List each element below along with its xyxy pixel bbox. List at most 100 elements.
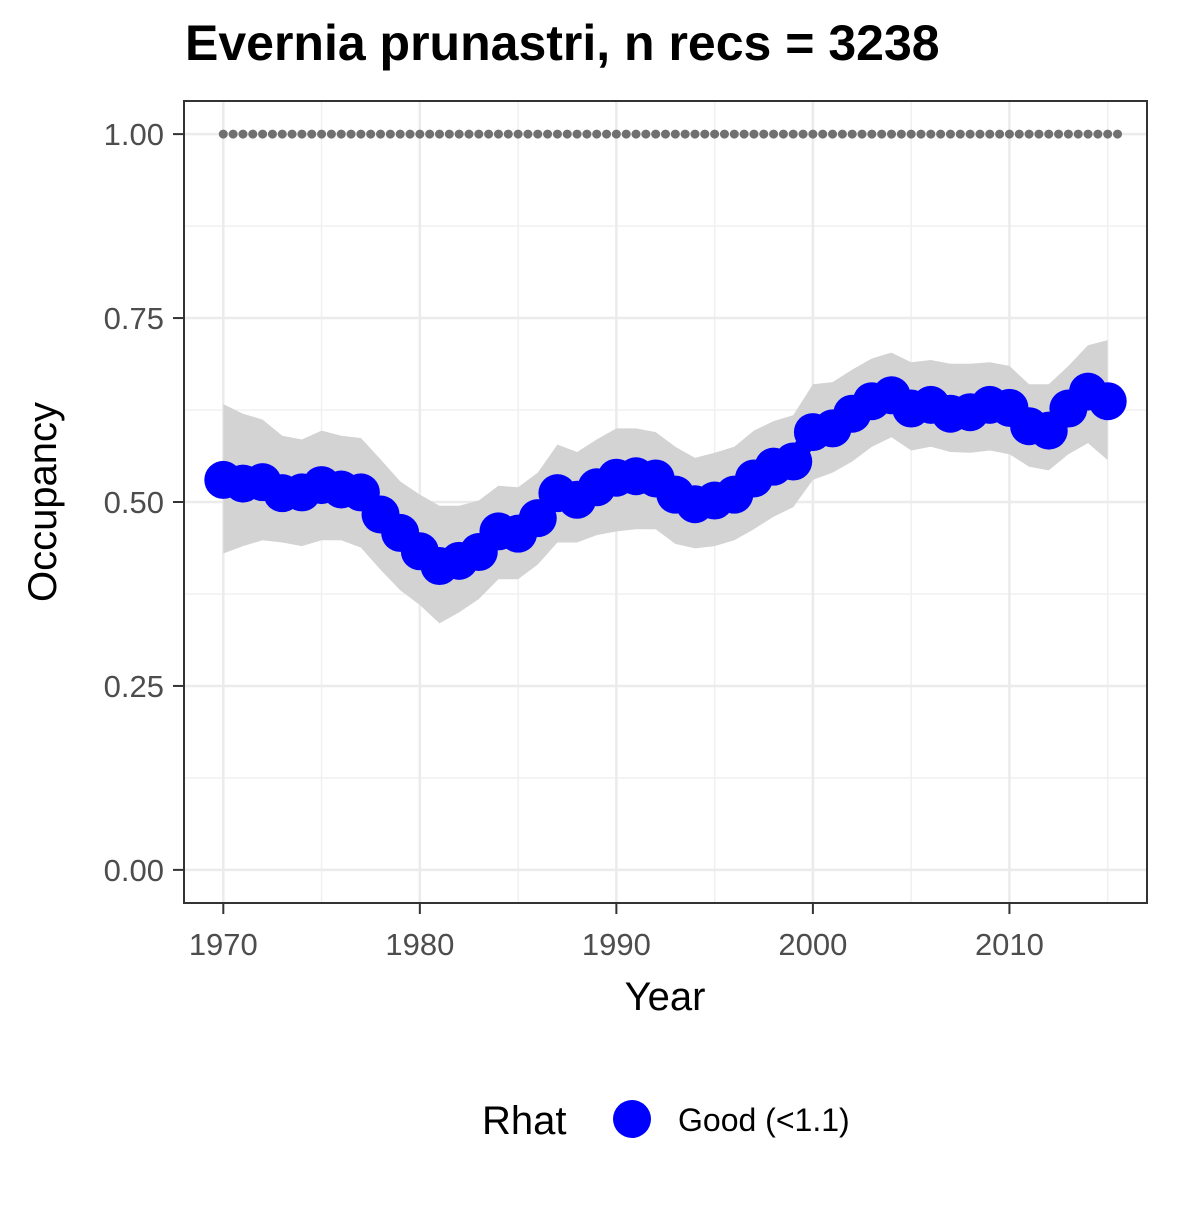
reference-point [1024, 129, 1034, 139]
reference-point [533, 129, 543, 139]
reference-point [1073, 129, 1083, 139]
reference-point [670, 129, 680, 139]
series-layer [204, 372, 1127, 586]
reference-point [631, 129, 641, 139]
reference-point [297, 129, 307, 139]
reference-point [926, 129, 936, 139]
reference-point [798, 129, 808, 139]
x-tick-label: 1990 [582, 927, 651, 962]
reference-point [680, 129, 690, 139]
legend-label-good: Good (<1.1) [678, 1102, 850, 1138]
y-tick-label: 0.00 [104, 853, 164, 888]
reference-point [366, 129, 376, 139]
x-tick-label: 2010 [975, 927, 1044, 962]
reference-point [818, 129, 828, 139]
reference-point [710, 129, 720, 139]
reference-point [307, 129, 317, 139]
y-axis: 0.00 0.25 0.50 0.75 1.00 [104, 117, 184, 888]
reference-point [739, 129, 749, 139]
reference-point [985, 129, 995, 139]
x-tick-label: 1980 [385, 927, 454, 962]
reference-point [877, 129, 887, 139]
x-tick-label: 1970 [189, 927, 258, 962]
reference-point [759, 129, 769, 139]
reference-point [434, 129, 444, 139]
reference-point [248, 129, 258, 139]
x-axis: 1970 1980 1990 2000 2010 [189, 903, 1044, 962]
reference-point [562, 129, 572, 139]
reference-point [641, 129, 651, 139]
reference-point [945, 129, 955, 139]
reference-point [749, 129, 759, 139]
reference-point [572, 129, 582, 139]
reference-point [425, 129, 435, 139]
reference-point [867, 129, 877, 139]
reference-point [1083, 129, 1093, 139]
reference-point [552, 129, 562, 139]
reference-point [326, 129, 336, 139]
reference-point [611, 129, 621, 139]
reference-point [503, 129, 513, 139]
reference-point [916, 129, 926, 139]
reference-point [484, 129, 494, 139]
reference-point [1063, 129, 1073, 139]
reference-point [346, 129, 356, 139]
reference-point [778, 129, 788, 139]
reference-point [493, 129, 503, 139]
y-tick-label: 0.50 [104, 485, 164, 520]
reference-point [582, 129, 592, 139]
reference-point [651, 129, 661, 139]
reference-point [602, 129, 612, 139]
reference-point [385, 129, 395, 139]
reference-point [258, 129, 268, 139]
legend: Rhat Good (<1.1) [482, 1099, 850, 1143]
y-axis-label: Occupancy [21, 402, 65, 602]
reference-point [1093, 129, 1103, 139]
y-tick-label: 0.25 [104, 669, 164, 704]
reference-point [513, 129, 523, 139]
reference-point [356, 129, 366, 139]
reference-point [621, 129, 631, 139]
reference-point [700, 129, 710, 139]
reference-point [317, 129, 327, 139]
reference-point [955, 129, 965, 139]
reference-point [690, 129, 700, 139]
reference-point [543, 129, 553, 139]
reference-point [1113, 129, 1123, 139]
x-tick-label: 2000 [778, 927, 847, 962]
reference-point [965, 129, 975, 139]
reference-point [523, 129, 533, 139]
reference-point [405, 129, 415, 139]
data-point [1088, 382, 1127, 421]
reference-point [906, 129, 916, 139]
reference-point [995, 129, 1005, 139]
reference-point [267, 129, 277, 139]
reference-point [975, 129, 985, 139]
reference-point [592, 129, 602, 139]
reference-point [1004, 129, 1014, 139]
reference-point [896, 129, 906, 139]
x-axis-label: Year [625, 975, 706, 1019]
reference-point [719, 129, 729, 139]
reference-point [474, 129, 484, 139]
reference-point [454, 129, 464, 139]
reference-point [1044, 129, 1054, 139]
reference-point [1034, 129, 1044, 139]
reference-point [769, 129, 779, 139]
reference-point [415, 129, 425, 139]
reference-point [238, 129, 248, 139]
reference-point [857, 129, 867, 139]
reference-point [287, 129, 297, 139]
reference-point [218, 129, 228, 139]
reference-point [1014, 129, 1024, 139]
chart-title: Evernia prunastri, n recs = 3238 [185, 15, 940, 71]
reference-point [847, 129, 857, 139]
reference-point [837, 129, 847, 139]
y-tick-label: 0.75 [104, 301, 164, 336]
reference-point [228, 129, 238, 139]
reference-point [788, 129, 798, 139]
legend-key-good [613, 1100, 651, 1138]
legend-title: Rhat [482, 1099, 567, 1143]
